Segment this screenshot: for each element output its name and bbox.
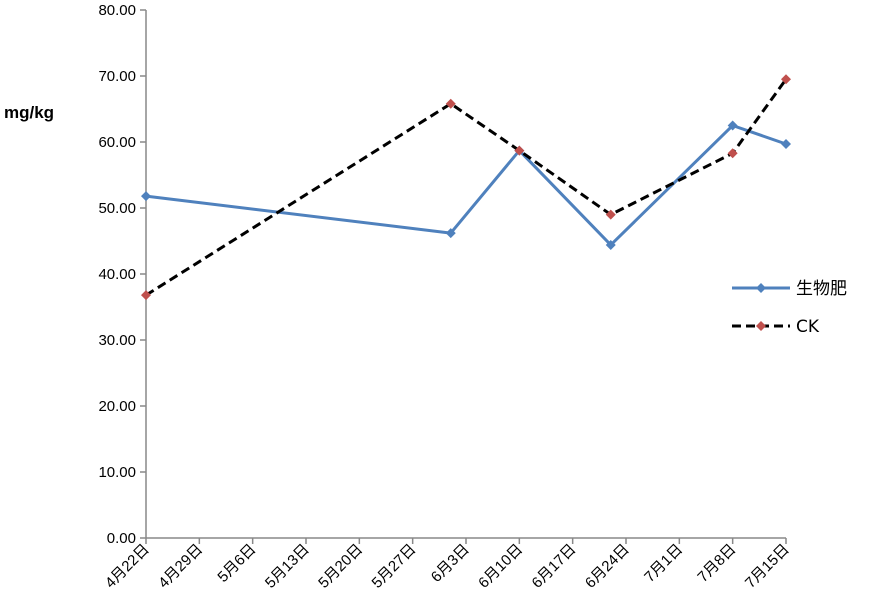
x-tick-label: 7月1日 (641, 541, 686, 586)
legend-marker (756, 321, 766, 331)
y-tick-label: 20.00 (98, 398, 136, 415)
y-ticks: 0.00 10.00 20.00 30.00 40.00 50.00 60.00 70.00 8… (98, 2, 146, 547)
y-tick-label: 80.00 (98, 2, 136, 19)
x-tick-label: 5月13日 (262, 541, 313, 592)
y-axis-label: mg/kg (4, 103, 54, 122)
legend-label: CK (796, 317, 820, 337)
data-point (727, 148, 738, 159)
legend-label: 生物肥 (796, 279, 847, 299)
x-tick-label: 5月27日 (369, 541, 420, 592)
y-tick-label: 40.00 (98, 266, 136, 283)
y-tick-label: 50.00 (98, 200, 136, 217)
x-tick-label: 6月10日 (475, 541, 526, 592)
x-tick-label: 6月17日 (529, 541, 580, 592)
series-bio-fertilizer (141, 120, 791, 250)
data-point (141, 290, 151, 301)
series-ck (141, 74, 791, 301)
y-tick-label: 60.00 (98, 134, 136, 151)
data-point (781, 74, 791, 85)
x-tick-label: 4月29日 (155, 541, 206, 592)
x-tick-label: 7月15日 (742, 541, 793, 592)
x-tick-label: 4月22日 (102, 541, 153, 592)
series-group (141, 74, 791, 301)
series-line (145, 78, 788, 297)
y-tick-label: 0.00 (107, 530, 136, 547)
data-point (445, 228, 456, 239)
data-point (605, 239, 616, 250)
y-tick-label: 70.00 (98, 68, 136, 85)
data-point (727, 120, 738, 131)
x-ticks: 4月22日 4月29日 5月6日 5月13日 5月20日 5月27日 6月3日 6月10日 6月… (102, 538, 793, 592)
data-point (141, 191, 151, 202)
y-tick-label: 10.00 (98, 464, 136, 481)
axes (145, 10, 786, 539)
x-tick-label: 5月6日 (214, 541, 259, 586)
x-tick-label: 7月8日 (694, 541, 739, 586)
data-point (514, 145, 525, 156)
x-tick-label: 5月20日 (315, 541, 366, 592)
legend-marker (756, 283, 766, 293)
legend: 生物肥 CK (732, 279, 847, 337)
y-tick-label: 30.00 (98, 332, 136, 349)
series-line (145, 124, 787, 247)
x-tick-label: 6月3日 (428, 541, 473, 586)
data-point (781, 138, 791, 149)
x-tick-label: 6月24日 (582, 541, 633, 592)
data-point (605, 209, 616, 220)
data-point (445, 98, 456, 109)
